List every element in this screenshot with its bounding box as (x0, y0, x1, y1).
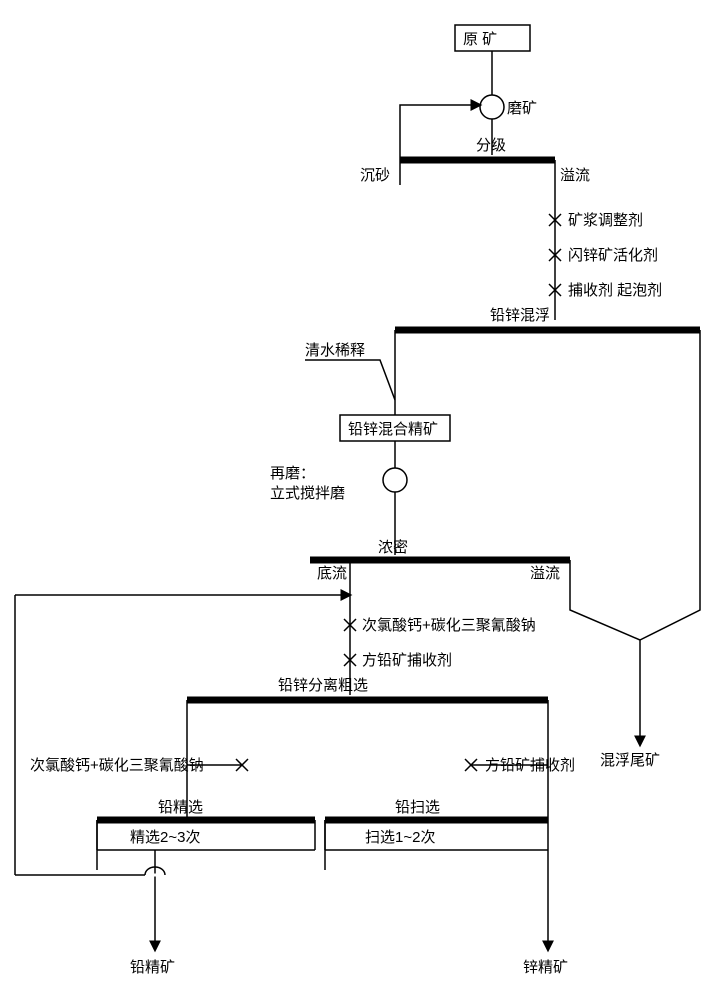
reagent3-label: 捕收剂 起泡剂 (568, 282, 662, 299)
bulk-conc-label: 铅锌混合精矿 (348, 421, 438, 438)
reagent6-label: 次氯酸钙+碳化三聚氰酸钠 (30, 757, 204, 774)
grinding-label: 磨矿 (507, 100, 537, 117)
reagent1-label: 矿浆调整剂 (568, 211, 643, 229)
settled-sand-label: 沉砂 (360, 167, 390, 184)
regrind1-label: 再磨： (270, 465, 315, 482)
cleaner-times-label: 精选2~3次 (130, 829, 200, 846)
reagent5-label: 方铅矿捕收剂 (362, 652, 452, 669)
scavenger-times-label: 扫选1~2次 (365, 829, 435, 846)
overflow2-label: 溢流 (530, 565, 560, 582)
raw-ore-label: 原 矿 (463, 31, 497, 48)
regrind2-label: 立式搅拌磨 (270, 485, 345, 502)
reagent4-label: 次氯酸钙+碳化三聚氰酸钠 (362, 617, 536, 634)
tailings-label: 混浮尾矿 (600, 752, 660, 769)
pb-conc-label: 铅精矿 (130, 959, 175, 976)
sand-recycle-line (400, 105, 480, 160)
overflow2-to-tail (570, 560, 640, 745)
bulk-right-to-tail (640, 330, 700, 640)
grinding-circle (480, 95, 504, 119)
thicken-label: 浓密 (378, 539, 408, 556)
overflow1-label: 溢流 (560, 167, 590, 184)
dilute-label: 清水稀释 (305, 342, 365, 359)
rougher-label: 铅锌分离粗选 (278, 677, 368, 694)
scavenger-label: 铅扫选 (395, 799, 440, 816)
classify-label: 分级 (476, 137, 506, 154)
regrind-circle (383, 468, 407, 492)
cleaner-label: 铅精选 (158, 799, 203, 816)
zn-conc-label: 锌精矿 (523, 959, 568, 976)
bulk-flotation-label: 铅锌混浮 (490, 307, 550, 324)
underflow-label: 底流 (317, 565, 347, 582)
reagent2-label: 闪锌矿活化剂 (568, 247, 658, 264)
dilute-line (305, 360, 395, 400)
